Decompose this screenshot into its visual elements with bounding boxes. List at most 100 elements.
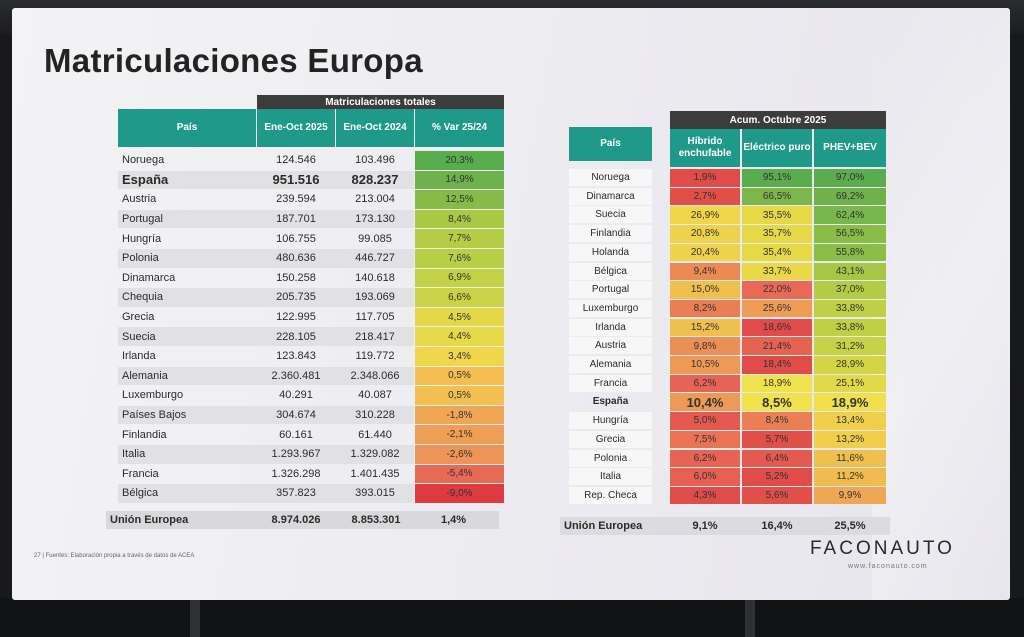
right-total-row: Unión Europea 9,1% 16,4% 25,5% [560, 517, 890, 535]
table-row: Bélgica 357.823 393.015 [118, 484, 414, 503]
value-2024: 173.130 [355, 213, 395, 226]
var-cell: 20,3% [415, 151, 504, 170]
value-2025: 124.546 [276, 154, 316, 167]
bev-cell: 8,5% [742, 393, 812, 411]
phev-cell: 5,0% [670, 412, 740, 430]
var-cell: 8,4% [415, 209, 504, 229]
screen-glare [872, 8, 1010, 600]
bev-cell: 95,1% [742, 169, 812, 187]
value-2025: 951.516 [272, 172, 320, 188]
total-2024: 8.853.301 [351, 514, 401, 526]
source-note: 27 | Fuentes: Elaboración propia a travé… [34, 553, 194, 559]
country-name: Francia [569, 374, 652, 392]
total-country: Unión Europea [110, 514, 189, 526]
phev-cell: 26,9% [670, 206, 740, 224]
country-name: Polonia [122, 252, 159, 265]
value-2025: 239.594 [276, 193, 316, 206]
value-2024: 40.087 [358, 389, 392, 402]
table-row: Grecia 122.995 117.705 [118, 308, 414, 327]
total-2025: 8.974.026 [271, 514, 321, 526]
table-row: Dinamarca 150.258 140.618 [118, 269, 414, 288]
total-cell: 18,9% [814, 393, 886, 411]
faconauto-logo: FACONAUTO [810, 538, 955, 559]
country-name: Hungría [569, 412, 652, 430]
bev-cell: 18,9% [742, 374, 812, 393]
bev-cell: 35,4% [742, 243, 812, 262]
value-2024: 140.618 [355, 271, 395, 284]
total-cell: 97,0% [814, 169, 886, 187]
value-2024: 119.772 [355, 350, 395, 363]
country-name: Rep. Checa [569, 486, 652, 504]
presentation-screen: Matriculaciones Europa Matriculaciones t… [12, 8, 1010, 600]
bev-cell: 5,6% [742, 486, 812, 505]
total-cell: 28,9% [814, 356, 886, 374]
var-cell: 0,5% [415, 386, 504, 405]
table-row: Austria 239.594 213.004 [118, 190, 414, 209]
phev-cell: 6,0% [670, 468, 740, 486]
bev-cell: 5,2% [742, 468, 812, 486]
var-cell: 7,6% [415, 249, 504, 268]
total-cell: 43,1% [814, 262, 886, 281]
floor-background [0, 598, 1024, 637]
country-name: Portugal [122, 213, 163, 226]
value-2024: 446.727 [355, 252, 395, 265]
value-2025: 123.843 [276, 350, 316, 363]
total-cell: 25,1% [814, 374, 886, 393]
country-name: Noruega [569, 169, 652, 186]
bev-cell: 35,7% [742, 225, 812, 243]
value-2024: 213.004 [355, 193, 395, 206]
bev-cell: 6,4% [742, 449, 812, 468]
value-2024: 99.085 [358, 232, 392, 245]
var-cell: 7,7% [415, 229, 504, 248]
var-cell: 14,9% [415, 170, 504, 190]
value-2024: 61.440 [358, 428, 392, 441]
table-row: Finlandia 60.161 61.440 [118, 425, 414, 444]
phev-cell: 1,9% [670, 169, 740, 187]
table-row: Chequia 205.735 193.069 [118, 288, 414, 307]
phev-cell: 9,4% [670, 262, 740, 281]
country-name: Austria [569, 337, 652, 355]
var-cell: -2,1% [415, 425, 504, 444]
var-cell: -2,6% [415, 445, 504, 464]
country-name: Grecia [569, 430, 652, 448]
value-2024: 1.401.435 [350, 467, 400, 480]
value-2025: 2.360.481 [271, 369, 321, 382]
var-cell: -1,8% [415, 405, 504, 425]
var-cell: -5,4% [415, 464, 504, 484]
country-name: Grecia [122, 311, 155, 324]
table-row: España 951.516 828.237 [118, 170, 414, 190]
value-2025: 106.755 [276, 232, 316, 245]
bev-cell: 8,4% [742, 412, 812, 430]
country-name: Alemania [122, 369, 168, 382]
country-name: Irlanda [569, 318, 652, 336]
value-2025: 187.701 [276, 213, 316, 226]
value-2025: 122.995 [276, 311, 316, 324]
value-2024: 218.417 [355, 330, 395, 343]
left-header-var: % Var 25/24 [415, 109, 504, 147]
var-cell: 3,4% [415, 347, 504, 366]
country-name: Noruega [122, 154, 165, 167]
country-name: Chequia [122, 291, 163, 304]
var-cell: 6,6% [415, 288, 504, 307]
value-2025: 1.326.298 [271, 467, 321, 480]
total-cell: 9,9% [814, 486, 886, 505]
country-name: Hungría [122, 232, 162, 245]
screen-stand [745, 598, 755, 637]
bev-cell: 5,7% [742, 430, 812, 449]
var-cell: 12,5% [415, 190, 504, 209]
right-header-country: País [569, 127, 652, 161]
country-name: Dinamarca [569, 187, 652, 205]
total-cell: 55,8% [814, 243, 886, 262]
total-phev-bev: 25,5% [834, 520, 866, 532]
value-2025: 205.735 [276, 291, 316, 304]
var-cell: 4,5% [415, 307, 504, 327]
country-name: Holanda [569, 243, 652, 261]
table-row: Irlanda 123.843 119.772 [118, 347, 414, 366]
country-name: Irlanda [122, 350, 156, 363]
country-name: Polonia [569, 449, 652, 467]
table-row: Italia 1.293.967 1.329.082 [118, 445, 414, 464]
right-header-phev: Híbrido enchufable [670, 129, 740, 167]
value-2024: 393.015 [355, 487, 395, 500]
total-country: Unión Europea [564, 520, 643, 532]
phev-cell: 10,4% [670, 393, 740, 411]
